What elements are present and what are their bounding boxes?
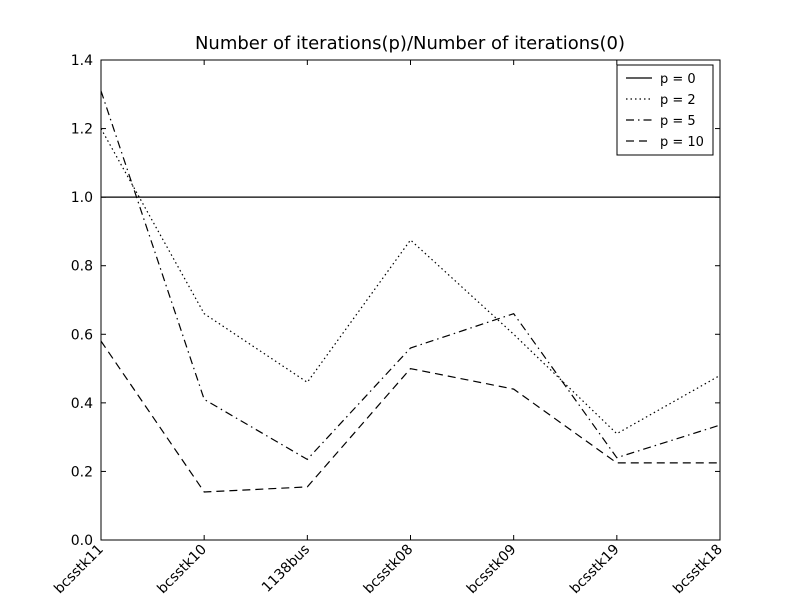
y-tick-label: 0.4 bbox=[71, 396, 93, 412]
y-tick-label: 1.4 bbox=[71, 53, 93, 69]
x-tick-label: 1138bus bbox=[259, 542, 313, 596]
series-line-1 bbox=[100, 128, 721, 435]
y-tick-label: 1.0 bbox=[71, 190, 93, 206]
x-tick-label: bcsstk18 bbox=[670, 542, 726, 598]
x-tick-label: bcsstk11 bbox=[51, 542, 107, 598]
x-tick-label: bcsstk08 bbox=[361, 542, 417, 598]
legend-label: p = 2 bbox=[660, 93, 696, 108]
x-tick-label: bcsstk09 bbox=[464, 542, 520, 598]
chart-title: Number of iterations(p)/Number of iterat… bbox=[195, 33, 625, 54]
y-tick-label: 0.0 bbox=[71, 533, 93, 549]
legend-label: p = 0 bbox=[660, 72, 696, 87]
y-tick-label: 0.8 bbox=[71, 259, 93, 275]
x-tick-label: bcsstk10 bbox=[154, 542, 210, 598]
series-line-3 bbox=[100, 340, 720, 493]
series-line-2 bbox=[100, 90, 721, 461]
y-tick-label: 1.2 bbox=[71, 122, 93, 138]
x-tick-label: bcsstk19 bbox=[567, 542, 623, 598]
legend-label: p = 10 bbox=[660, 135, 704, 150]
legend-box bbox=[616, 64, 714, 156]
y-tick-label: 0.2 bbox=[71, 464, 93, 480]
legend-label: p = 5 bbox=[660, 114, 696, 129]
y-tick-label: 0.6 bbox=[71, 327, 93, 343]
